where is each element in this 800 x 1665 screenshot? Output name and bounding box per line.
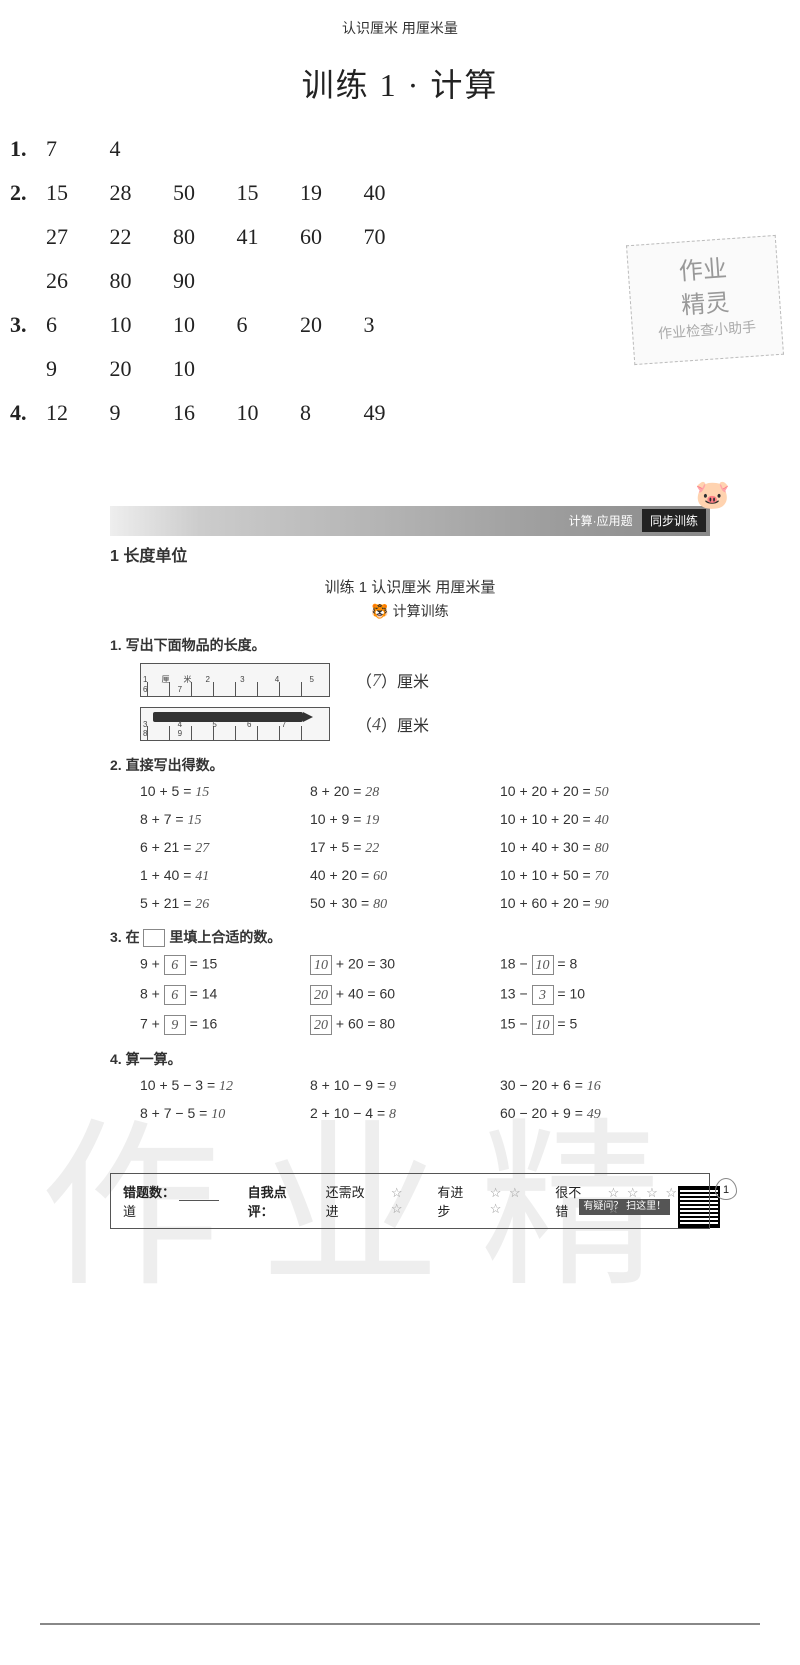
answer-values: 7 4 bbox=[46, 136, 168, 162]
pig-icon: 🐷 bbox=[695, 478, 730, 511]
answer-row: 1. 7 4 bbox=[10, 136, 800, 162]
self-review-label: 自我点评： bbox=[248, 1182, 312, 1220]
equation-cell: 60 − 20 + 9 = 49 bbox=[500, 1105, 690, 1123]
equation-cell: 2 + 10 − 4 = 8 bbox=[310, 1105, 500, 1123]
footer-review-box: 错题数： 道 自我点评： 还需改进 ☆ ☆ 有进步 ☆ ☆ ☆ 很不错 ☆ ☆ … bbox=[110, 1173, 710, 1229]
blank-line bbox=[179, 1187, 219, 1201]
answer-values: 9 20 10 bbox=[46, 356, 800, 382]
star-icon: ☆ ☆ ☆ ☆ ☆ bbox=[608, 1185, 697, 1217]
left-paren: （ bbox=[356, 668, 372, 692]
review-option: 还需改进 bbox=[326, 1182, 377, 1220]
question-title: 2. 直接写出得数。 bbox=[110, 755, 710, 775]
equation-cell: 13 − 3 = 10 bbox=[500, 985, 690, 1005]
worksheet-page: 🐷 计算·应用题 同步训练 1 长度单位 训练 1 认识厘米 用厘米量 🐯 计算… bbox=[0, 506, 800, 1123]
ruler-row: 3 4 5 6 7 8 9 （ 4 ）厘米 bbox=[140, 707, 710, 741]
unit-label: ）厘米 bbox=[381, 712, 429, 736]
answer-row: 4. 12 9 16 10 8 49 bbox=[10, 400, 800, 426]
answer-label: 4. bbox=[10, 400, 46, 426]
question-title: 4. 算一算。 bbox=[110, 1049, 710, 1069]
ruler-pencil-icon: 3 4 5 6 7 8 9 bbox=[140, 707, 330, 741]
ruler-icon: 1厘米2 3 4 5 6 7 bbox=[140, 663, 330, 697]
handwritten-answer: 7 bbox=[372, 670, 381, 691]
answer-values: 6 10 10 6 20 3 bbox=[46, 312, 422, 338]
banner-tag: 同步训练 bbox=[642, 509, 706, 532]
equation-cell: 10 + 20 = 30 bbox=[310, 955, 500, 975]
equation-cell: 10 + 5 − 3 = 12 bbox=[140, 1077, 310, 1095]
equation-cell: 17 + 5 = 22 bbox=[310, 839, 500, 857]
answer-values: 15 28 50 15 19 40 bbox=[46, 180, 422, 206]
review-option: 有进步 bbox=[437, 1182, 475, 1220]
answer-label: 3. bbox=[10, 312, 46, 338]
equation-cell: 50 + 30 = 80 bbox=[310, 895, 500, 913]
review-option: 很不错 bbox=[555, 1182, 593, 1220]
answer-row: 2. 15 28 50 15 19 40 bbox=[10, 180, 800, 206]
equation-cell: 5 + 21 = 26 bbox=[140, 895, 310, 913]
equation-cell: 20 + 40 = 60 bbox=[310, 985, 500, 1005]
answer-values: 12 9 16 10 8 49 bbox=[46, 400, 422, 426]
equation-grid: 10 + 5 − 3 = 128 + 10 − 9 = 930 − 20 + 6… bbox=[140, 1077, 710, 1123]
equation-cell: 1 + 40 = 41 bbox=[140, 867, 310, 885]
equation-cell: 8 + 7 = 15 bbox=[140, 811, 310, 829]
page-number: 1 bbox=[715, 1178, 737, 1200]
question-title: 3. 在 里填上合适的数。 bbox=[110, 927, 710, 947]
section-title: 1 长度单位 bbox=[110, 542, 710, 566]
equation-cell: 8 + 20 = 28 bbox=[310, 783, 500, 801]
chapter-subtitle: 认识厘米 用厘米量 bbox=[0, 0, 800, 38]
training-subtitle2: 🐯 计算训练 bbox=[110, 601, 710, 621]
equation-cell: 9 + 6 = 15 bbox=[140, 955, 310, 975]
equation-grid: 9 + 6 = 1510 + 20 = 3018 − 10 = 8 8 + 6 =… bbox=[140, 955, 710, 1035]
box-icon bbox=[143, 929, 165, 947]
answer-row: 3. 6 10 10 6 20 3 bbox=[10, 312, 800, 338]
equation-cell: 18 − 10 = 8 bbox=[500, 955, 690, 975]
equation-cell: 6 + 21 = 27 bbox=[140, 839, 310, 857]
bottom-divider bbox=[40, 1623, 760, 1625]
equation-cell: 10 + 40 + 30 = 80 bbox=[500, 839, 690, 857]
equation-cell: 10 + 10 + 20 = 40 bbox=[500, 811, 690, 829]
question-title: 1. 写出下面物品的长度。 bbox=[110, 635, 710, 655]
equation-cell: 8 + 10 − 9 = 9 bbox=[310, 1077, 500, 1095]
wrong-count-label: 错题数： 道 bbox=[123, 1182, 234, 1220]
equation-cell: 8 + 7 − 5 = 10 bbox=[140, 1105, 310, 1123]
equation-cell: 10 + 5 = 15 bbox=[140, 783, 310, 801]
answer-label: 2. bbox=[10, 180, 46, 206]
equation-cell: 15 − 10 = 5 bbox=[500, 1015, 690, 1035]
banner-bar: 🐷 计算·应用题 同步训练 bbox=[110, 506, 710, 536]
equation-cell: 7 + 9 = 16 bbox=[140, 1015, 310, 1035]
equation-cell: 30 − 20 + 6 = 16 bbox=[500, 1077, 690, 1095]
handwritten-answer: 4 bbox=[372, 714, 381, 735]
equation-cell: 40 + 20 = 60 bbox=[310, 867, 500, 885]
star-icon: ☆ ☆ ☆ bbox=[490, 1185, 541, 1217]
answer-values: 26 80 90 bbox=[46, 268, 800, 294]
equation-cell: 10 + 60 + 20 = 90 bbox=[500, 895, 690, 913]
training-subtitle: 训练 1 认识厘米 用厘米量 bbox=[110, 576, 710, 597]
page-title: 训练 1 · 计算 bbox=[0, 60, 800, 106]
answer-key-block: 1. 7 4 2. 15 28 50 15 19 40 27 22 80 41 … bbox=[10, 136, 800, 426]
answer-values: 27 22 80 41 60 70 bbox=[46, 224, 800, 250]
equation-cell: 8 + 6 = 14 bbox=[140, 985, 310, 1005]
answer-label: 1. bbox=[10, 136, 46, 162]
left-paren: （ bbox=[356, 712, 372, 736]
banner-text: 计算·应用题 同步训练 bbox=[569, 509, 706, 532]
equation-grid: 10 + 5 = 158 + 20 = 2810 + 20 + 20 = 50 8… bbox=[140, 783, 710, 913]
equation-cell: 20 + 60 = 80 bbox=[310, 1015, 500, 1035]
equation-cell: 10 + 10 + 50 = 70 bbox=[500, 867, 690, 885]
equation-cell: 10 + 9 = 19 bbox=[310, 811, 500, 829]
star-icon: ☆ ☆ bbox=[391, 1185, 423, 1217]
equation-cell: 10 + 20 + 20 = 50 bbox=[500, 783, 690, 801]
unit-label: ）厘米 bbox=[381, 668, 429, 692]
ruler-row: 1厘米2 3 4 5 6 7 （ 7 ）厘米 bbox=[140, 663, 710, 697]
